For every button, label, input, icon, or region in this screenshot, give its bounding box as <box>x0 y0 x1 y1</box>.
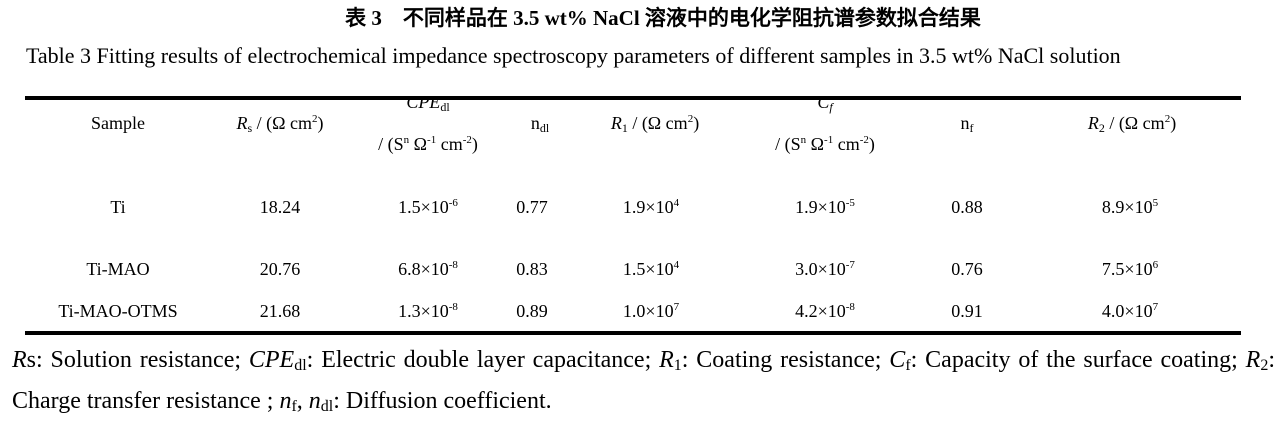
table-title-chinese: 表 3 不同样品在 3.5 wt% NaCl 溶液中的电化学阻抗谱参数拟合结果 <box>345 6 981 30</box>
cell-ndl: 0.83 <box>516 259 548 279</box>
header-rs: Rs / (Ω cm2) <box>236 113 324 135</box>
cell-r2: 4.0×107 <box>1101 301 1159 321</box>
cell-cf: 3.0×10-7 <box>795 259 855 279</box>
cell-r1: 1.9×104 <box>622 197 680 217</box>
cell-ndl: 0.77 <box>516 197 548 217</box>
header-cpe: CPEdl <box>406 92 450 114</box>
cell-rs: 20.76 <box>259 259 301 279</box>
cell-r2: 8.9×105 <box>1101 197 1159 217</box>
cell-cf: 1.9×10-5 <box>795 197 855 217</box>
cell-sample: Ti-MAO <box>86 259 150 279</box>
cell-rs: 18.24 <box>259 197 301 217</box>
header-r2: R2 / (Ω cm2) <box>1087 113 1177 135</box>
table-title-english: Table 3 Fitting results of electrochemic… <box>26 43 1121 68</box>
header-r1: R1 / (Ω cm2) <box>610 113 700 135</box>
cell-cf: 4.2×10-8 <box>795 301 855 321</box>
header-cpe-unit: / (Sn Ω-1 cm-2) <box>378 134 478 154</box>
cell-r2: 7.5×106 <box>1101 259 1159 279</box>
bottom-rule <box>25 331 1241 335</box>
cell-sample: Ti <box>110 197 126 217</box>
header-cf: Cf <box>817 92 833 114</box>
header-nf: nf <box>960 113 974 135</box>
cell-ndl: 0.89 <box>516 301 548 321</box>
cell-nf: 0.91 <box>951 301 983 321</box>
cell-r1: 1.5×104 <box>622 259 680 279</box>
header-sample: Sample <box>91 113 145 133</box>
cell-cpe: 1.5×10-6 <box>398 197 458 217</box>
cell-nf: 0.88 <box>951 197 983 217</box>
cell-rs: 21.68 <box>259 301 301 321</box>
cell-nf: 0.76 <box>951 259 983 279</box>
header-cf-unit: / (Sn Ω-1 cm-2) <box>775 134 875 154</box>
footnote: Rs: Solution resistance; CPEdl: Electric… <box>12 347 1275 415</box>
cell-cpe: 1.3×10-8 <box>398 301 458 321</box>
top-rule <box>25 96 1241 100</box>
cell-cpe: 6.8×10-8 <box>398 259 458 279</box>
cell-sample: Ti-MAO-OTMS <box>58 301 178 321</box>
cell-r1: 1.0×107 <box>622 301 680 321</box>
header-ndl: ndl <box>530 113 550 135</box>
